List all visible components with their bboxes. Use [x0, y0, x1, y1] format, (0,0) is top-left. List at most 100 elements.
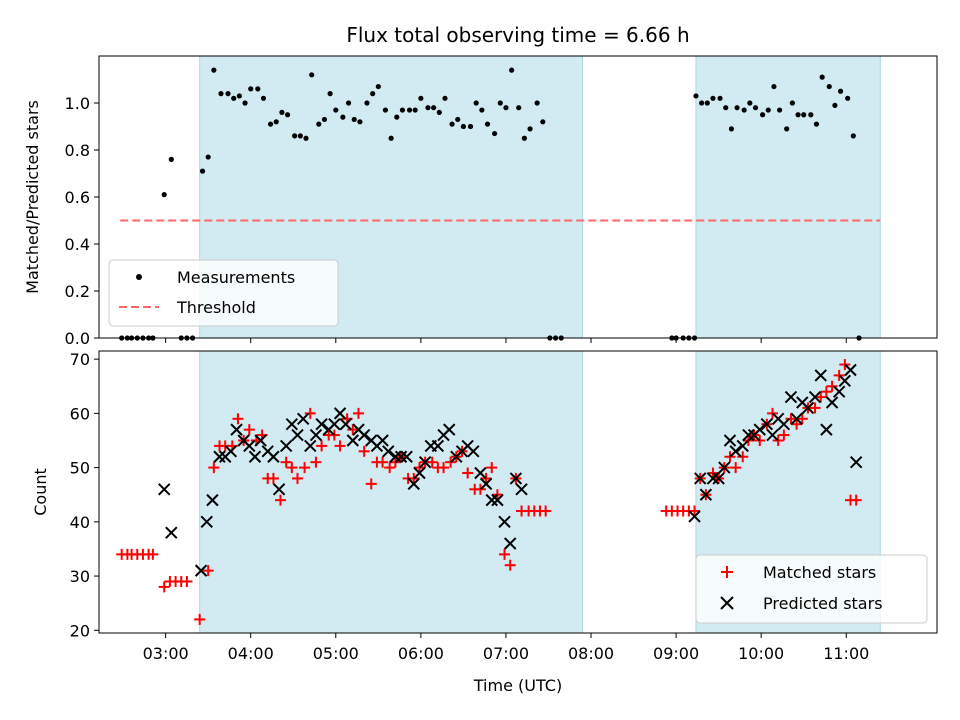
matched-star-point [850, 494, 862, 506]
predicted-star-point [213, 450, 226, 463]
measurement-point [442, 95, 448, 101]
matched-star-point [796, 413, 808, 425]
predicted-star-point [474, 466, 487, 480]
matched-star-point [310, 456, 322, 468]
matched-star-point [445, 456, 457, 468]
measurement-point [394, 114, 400, 120]
predicted-star-point [346, 434, 360, 447]
legend-predicted-marker [720, 596, 734, 610]
matched-star-point [778, 429, 790, 441]
measurement-point [406, 107, 413, 113]
matched-star-point [352, 407, 364, 419]
predicted-star-point [357, 428, 371, 442]
count-legend-box [695, 554, 928, 624]
measurement-point [503, 105, 509, 111]
predicted-star-point [291, 428, 304, 442]
y-tick-label: 60 [70, 404, 90, 423]
predicted-star-point [753, 423, 766, 436]
measurement-point [364, 100, 370, 106]
measurement-point [297, 133, 303, 139]
matched-star-point [480, 472, 492, 484]
measurement-point [759, 112, 766, 118]
predicted-star-point [165, 526, 178, 539]
matched-star-point [243, 424, 255, 436]
matched-star-point [438, 462, 450, 474]
x-tick-label: 07:00 [483, 644, 529, 663]
measurement-point [303, 135, 309, 141]
predicted-star-point [742, 428, 755, 442]
measurement-point [765, 107, 771, 113]
matched-star-point [304, 407, 316, 419]
measurement-point [449, 121, 455, 127]
matched-star-point [491, 489, 503, 501]
measurement-point [492, 130, 498, 137]
matched-star-point [202, 565, 214, 577]
y-tick-label: 50 [70, 459, 90, 478]
predicted-star-point [304, 439, 317, 453]
measurement-point [242, 100, 248, 106]
predicted-star-point [498, 515, 511, 529]
x-tick-label: 05:00 [313, 644, 359, 663]
matched-star-point [267, 472, 279, 484]
measurement-point [309, 72, 315, 78]
predicted-star-point [279, 439, 293, 453]
predicted-star-point [400, 450, 413, 463]
matched-star-point [389, 456, 401, 468]
x-tick-label: 11:00 [823, 644, 869, 663]
predicted-star-point [376, 434, 389, 447]
matched-star-point [730, 462, 742, 474]
predicted-star-point [254, 434, 267, 447]
chart-title: Flux total observing time = 6.66 h [346, 23, 689, 47]
predicted-star-point [230, 423, 243, 436]
matched-star-point [377, 456, 389, 468]
predicted-star-point [382, 445, 395, 458]
x-tick-label: 09:00 [653, 644, 699, 663]
ratio-y-axis-label: Matched/Predicted stars [23, 100, 42, 294]
measurement-point [260, 95, 267, 101]
measurement-point [267, 121, 274, 127]
predicted-star-point [723, 434, 737, 447]
legend-measurement-marker [136, 274, 142, 280]
measurement-point [832, 102, 838, 108]
measurement-point [534, 100, 540, 106]
legend-predicted-label: Predicted stars [763, 594, 883, 613]
predicted-star-point [838, 374, 852, 388]
legend-matched-marker [721, 566, 733, 578]
measurement-point [521, 135, 527, 141]
measurement-point [723, 105, 729, 111]
matched-star-point [158, 581, 170, 593]
measurement-point [357, 119, 363, 125]
measurement-point [826, 83, 832, 90]
predicted-star-point [515, 483, 528, 496]
matched-star-point [839, 359, 851, 371]
measurement-point [752, 105, 759, 111]
matched-star-point [292, 472, 304, 484]
predicted-star-point [736, 439, 749, 453]
predicted-star-point [272, 483, 286, 496]
matched-star-point [181, 575, 193, 587]
predicted-star-point [267, 450, 280, 463]
measurement-point [460, 123, 467, 130]
y-tick-label: 1.0 [65, 94, 90, 113]
measurement-point [321, 116, 328, 123]
predicted-star-point [248, 450, 262, 463]
predicted-star-point [200, 515, 213, 529]
ratio-y-ticks: 0.0 0.2 0.4 0.6 0.8 1.0 [65, 94, 99, 348]
matched-star-point [809, 402, 821, 414]
legend-threshold-label: Threshold [176, 298, 256, 317]
matched-star-point [815, 391, 827, 403]
measurement-point [497, 100, 503, 106]
measurement-point [375, 83, 381, 90]
measurement-point [540, 119, 546, 125]
measurement-point [734, 105, 740, 111]
measurement-point [693, 93, 699, 99]
measurement-point [273, 119, 279, 125]
measurement-point [837, 88, 844, 94]
measurement-point [741, 107, 747, 113]
predicted-stars-points [158, 363, 863, 577]
predicted-star-point [443, 423, 456, 436]
matched-star-point [742, 434, 754, 446]
measurement-point [333, 107, 339, 113]
matched-star-point [462, 467, 474, 479]
